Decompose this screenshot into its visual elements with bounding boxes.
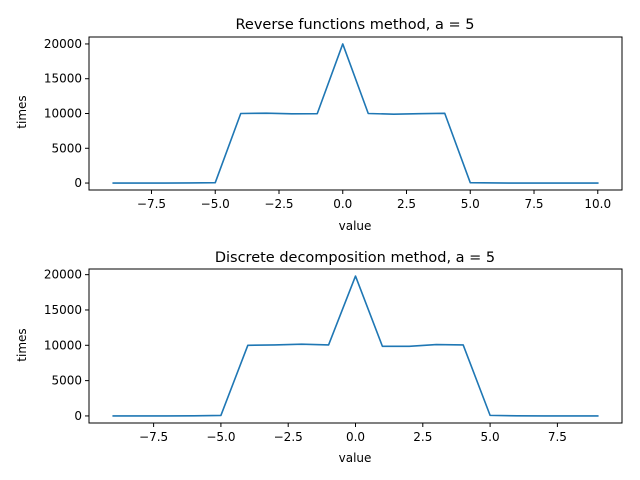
x-tick-label: 0.0 xyxy=(346,430,365,444)
x-tick-label: 5.0 xyxy=(481,430,500,444)
x-axis-label: value xyxy=(339,219,372,233)
subplot-discrete-decomposition: Discrete decomposition method, a = 5 −7.… xyxy=(15,250,623,465)
y-tick-label: 5000 xyxy=(51,141,82,155)
y-tick-label: 0 xyxy=(74,409,82,423)
x-axis-label: value xyxy=(339,451,372,465)
x-tick-label: −7.5 xyxy=(137,197,166,211)
plot-area: −7.5 −5.0 −2.5 0.0 2.5 5.0 7.5 0 5000 10000 15000 2… xyxy=(44,268,623,444)
axes-frame xyxy=(88,36,623,191)
y-tick-label: 15000 xyxy=(44,72,82,86)
x-tick-label: −2.5 xyxy=(274,430,303,444)
y-tick-label: 10000 xyxy=(44,107,82,121)
x-tick-label: 10.0 xyxy=(584,197,611,211)
axes-frame xyxy=(88,268,623,424)
x-tick-label: 7.5 xyxy=(548,430,567,444)
subplot-reverse-functions: Reverse functions method, a = 5 −7.5 −5.0… xyxy=(15,17,623,233)
chart-title: Discrete decomposition method, a = 5 xyxy=(215,250,495,266)
x-tick-label: 0.0 xyxy=(333,197,352,211)
x-tick-label: 2.5 xyxy=(413,430,432,444)
y-axis-label: times xyxy=(15,95,29,128)
y-tick-label: 10000 xyxy=(44,338,82,352)
x-tick-label: −5.0 xyxy=(201,197,230,211)
y-tick-label: 20000 xyxy=(44,37,82,51)
series-line xyxy=(112,43,599,184)
x-tick-label: −2.5 xyxy=(264,197,293,211)
series-line xyxy=(112,275,599,417)
y-tick-label: 15000 xyxy=(44,303,82,317)
y-axis-label: times xyxy=(15,328,29,361)
x-tick-label: 5.0 xyxy=(461,197,480,211)
x-tick-label: 7.5 xyxy=(524,197,543,211)
chart-title: Reverse functions method, a = 5 xyxy=(236,17,475,33)
y-tick-label: 5000 xyxy=(51,374,82,388)
y-tick-label: 20000 xyxy=(44,268,82,282)
x-tick-label: −7.5 xyxy=(139,430,168,444)
x-tick-label: 2.5 xyxy=(397,197,416,211)
plot-area: −7.5 −5.0 −2.5 0.0 2.5 5.0 7.5 10.0 0 5000 10000 15… xyxy=(44,36,623,211)
y-tick-label: 0 xyxy=(74,176,82,190)
x-tick-label: −5.0 xyxy=(206,430,235,444)
